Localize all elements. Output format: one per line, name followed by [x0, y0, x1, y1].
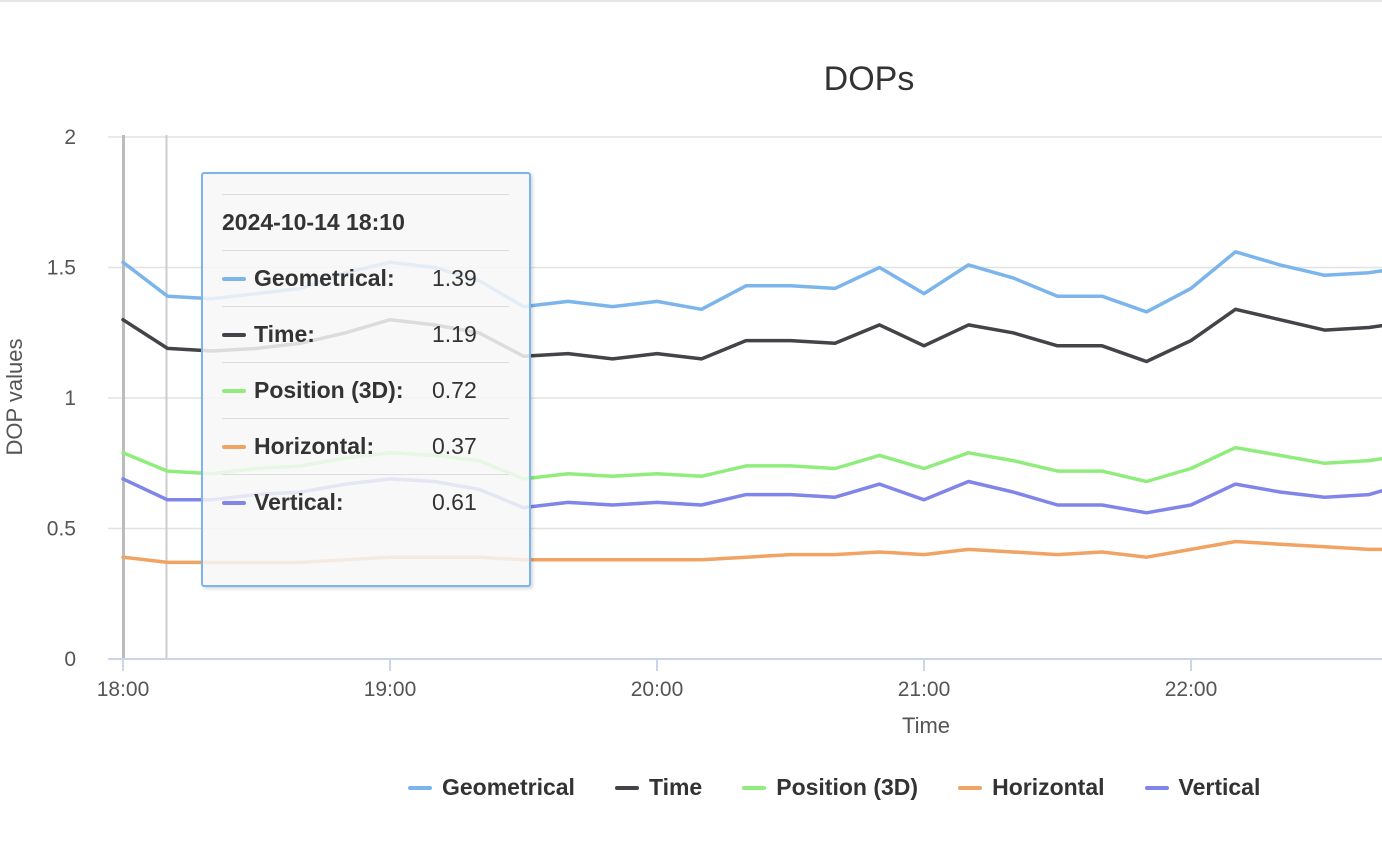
- y-tick-label: 0.5: [47, 518, 76, 541]
- y-tick-label: 1.5: [47, 257, 76, 280]
- legend-swatch-geometrical: [408, 785, 432, 790]
- tooltip-swatch-horizontal: [222, 444, 246, 449]
- tooltip-label: Horizontal:: [254, 433, 375, 459]
- tooltip-row-horizontal: Horizontal: 0.37: [222, 418, 509, 474]
- tooltip-swatch-geometrical: [222, 276, 246, 281]
- tooltip-row-position-3d: Position (3D): 0.72: [222, 362, 509, 418]
- x-tick-label: 20:00: [631, 678, 684, 701]
- data-tooltip: 2024-10-14 18:10 Geometrical: 1.39 Time:…: [201, 172, 531, 587]
- tooltip-label: Position (3D):: [254, 377, 404, 403]
- y-axis-ticks: 0 0.5 1 1.5 2: [47, 126, 76, 671]
- top-border: [0, 0, 1382, 2]
- legend-swatch-time: [614, 785, 639, 790]
- legend-swatch-vertical: [1144, 785, 1169, 790]
- tooltip-label: Time:: [254, 321, 315, 347]
- tooltip-swatch-vertical: [222, 500, 246, 505]
- tooltip-date: 2024-10-14 18:10: [222, 194, 509, 250]
- tooltip-value: 0.37: [432, 433, 477, 459]
- legend-item-position-3d[interactable]: Position (3D): [742, 774, 918, 801]
- legend-item-horizontal[interactable]: Horizontal: [958, 774, 1105, 801]
- x-tick-label: 19:00: [364, 678, 417, 701]
- legend-item-geometrical[interactable]: Geometrical: [408, 774, 575, 801]
- tooltip-row-vertical: Vertical: 0.61: [222, 474, 509, 530]
- tooltip-row-geometrical: Geometrical: 1.39: [222, 250, 509, 306]
- x-tick-label: 21:00: [898, 678, 951, 701]
- tooltip-value: 0.61: [432, 489, 477, 515]
- y-tick-label: 2: [64, 126, 76, 149]
- chart-legend: Geometrical Time Position (3D) Horizonta…: [408, 774, 1260, 801]
- tooltip-swatch-position-3d: [222, 388, 246, 393]
- tooltip-label: Geometrical:: [254, 265, 395, 291]
- tooltip-row-time: Time: 1.19: [222, 306, 509, 362]
- tooltip-value: 1.19: [432, 321, 477, 347]
- legend-label: Vertical: [1178, 774, 1261, 800]
- legend-label: Position (3D): [776, 774, 919, 800]
- legend-swatch-position-3d: [742, 785, 767, 790]
- legend-label: Time: [648, 774, 703, 800]
- chart-title: DOPs: [824, 60, 915, 98]
- legend-label: Geometrical: [442, 774, 575, 800]
- tooltip-label: Vertical:: [254, 489, 344, 515]
- x-axis-ticks: 18:00 19:00 20:00 21:00 22:00: [97, 659, 1218, 701]
- legend-swatch-horizontal: [958, 785, 983, 790]
- x-tick-label: 18:00: [97, 678, 150, 701]
- legend-label: Horizontal: [992, 774, 1105, 800]
- tooltip-value: 1.39: [432, 265, 477, 291]
- y-tick-label: 1: [64, 387, 76, 410]
- tooltip-value: 0.72: [432, 377, 477, 403]
- y-tick-label: 0: [64, 648, 76, 671]
- y-axis-title: DOP values: [2, 339, 27, 456]
- legend-item-time[interactable]: Time: [614, 774, 703, 801]
- tooltip-swatch-time: [222, 332, 246, 337]
- x-tick-label: 22:00: [1165, 678, 1218, 701]
- x-axis-title: Time: [902, 713, 950, 738]
- legend-item-vertical[interactable]: Vertical: [1144, 774, 1261, 801]
